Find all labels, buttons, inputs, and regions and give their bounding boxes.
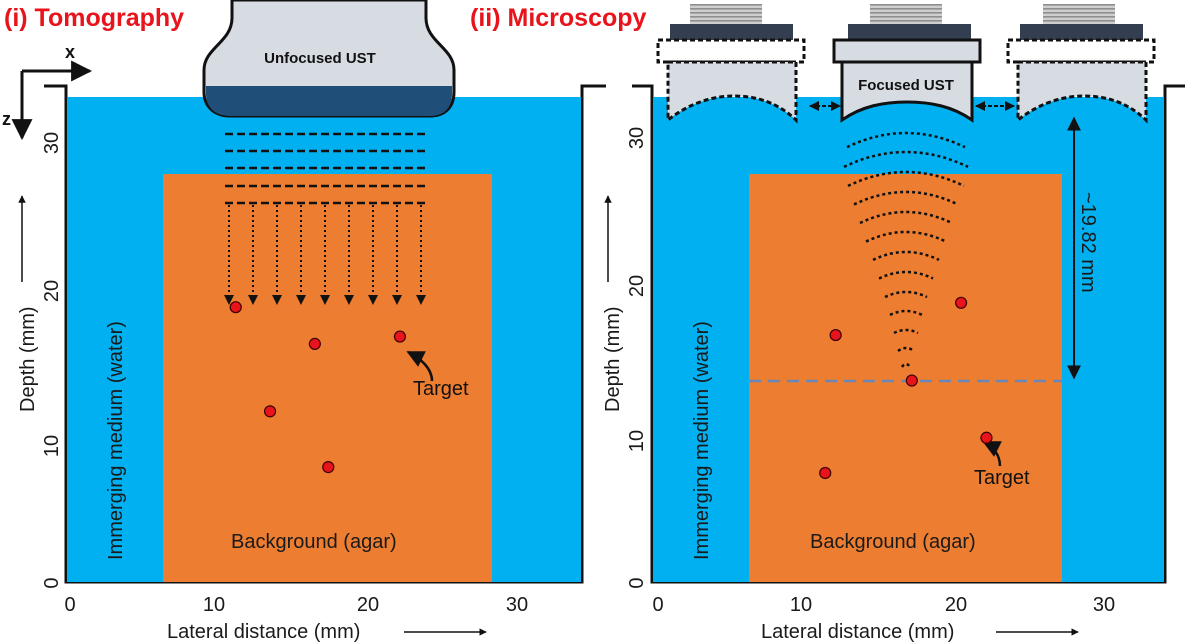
- microscopy-medium-label: Immerging medium (water): [691, 321, 713, 560]
- microscopy-y-ticks: 0 10 20 30: [626, 127, 648, 589]
- target-dot: [322, 461, 335, 474]
- tomography-x-ticks: 0 10 20 30: [64, 594, 528, 616]
- tomography-targets: [229, 301, 407, 474]
- microscopy-panel: (ii) Microscopy Focused UST: [470, 4, 1185, 643]
- wavefront-arc: [847, 170, 965, 188]
- plane-wavefronts: [225, 132, 427, 205]
- target-dot: [829, 328, 842, 342]
- tomography-panel: (i) Tomography Unfocused UST x z: [2, 0, 606, 643]
- z-axis-letter: z: [2, 109, 11, 129]
- wavefront-arc: [893, 328, 919, 335]
- wavefront-arc: [865, 230, 947, 243]
- microscopy-targets: [819, 296, 993, 480]
- wavefront-arc: [843, 150, 969, 169]
- unfocused-transducer: Unfocused UST: [202, 0, 456, 118]
- tomography-ylabel: Depth (mm): [17, 306, 39, 412]
- focal-distance-label: ~19.82 mm: [1077, 192, 1099, 293]
- x-tick-20: 20: [357, 594, 379, 616]
- microscopy-ylabel: Depth (mm): [602, 306, 624, 412]
- tomography-medium-label: Immerging medium (water): [105, 321, 127, 560]
- tomography-title: (i) Tomography: [4, 4, 184, 32]
- y-tick-0: 0: [41, 577, 63, 588]
- target-dot: [308, 337, 321, 350]
- tomography-y-ticks: 0 10 20 30: [41, 132, 63, 589]
- wavefront-arc: [859, 210, 953, 225]
- microscopy-target-label: Target: [974, 467, 1030, 489]
- focused-ust-label: Focused UST: [858, 77, 954, 94]
- target-dot: [263, 405, 277, 418]
- tomography-agar: [163, 174, 492, 582]
- y-tick-20: 20: [41, 280, 63, 302]
- y-tick-30: 30: [626, 127, 648, 149]
- unfocused-ust-label: Unfocused UST: [264, 50, 376, 67]
- y-tick-20: 20: [626, 275, 648, 297]
- x-tick-10: 10: [203, 594, 225, 616]
- tomography-background-label: Background (agar): [231, 531, 397, 553]
- transducer-ghost-right: [1006, 4, 1156, 124]
- target-dot: [393, 330, 407, 343]
- transducer-ghost-left: [656, 4, 806, 124]
- x-tick-30: 30: [506, 594, 528, 616]
- microscopy-x-ticks: 0 10 20 30: [652, 594, 1115, 616]
- y-tick-0: 0: [626, 577, 648, 588]
- microscopy-background-label: Background (agar): [810, 531, 976, 553]
- wavefront-arc: [900, 362, 912, 368]
- focused-transducer: Focused UST: [832, 4, 982, 123]
- x-tick-10: 10: [790, 594, 812, 616]
- propagation-arrows: [224, 205, 426, 305]
- target-dot: [905, 374, 918, 387]
- target-dot: [819, 466, 832, 480]
- wavefront-arc: [872, 250, 940, 262]
- x-axis-letter: x: [65, 42, 75, 62]
- tomography-xlabel: Lateral distance (mm): [167, 621, 360, 643]
- wavefront-arc: [846, 131, 966, 149]
- target-dot: [954, 296, 968, 309]
- x-tick-20: 20: [945, 594, 967, 616]
- tomography-target-label: Target: [413, 378, 469, 400]
- wavefront-arc: [889, 309, 923, 316]
- coordinate-axes: x z: [2, 42, 93, 141]
- microscopy-xlabel: Lateral distance (mm): [761, 621, 954, 643]
- x-tick-0: 0: [64, 594, 75, 616]
- microscopy-title: (ii) Microscopy: [470, 4, 647, 32]
- target-dot: [229, 301, 242, 314]
- wavefront-arc: [897, 346, 915, 353]
- y-tick-10: 10: [626, 430, 648, 452]
- target-dot: [980, 431, 993, 444]
- y-tick-30: 30: [41, 132, 63, 154]
- x-tick-0: 0: [652, 594, 663, 616]
- x-tick-30: 30: [1093, 594, 1115, 616]
- focusing-wavefronts: [843, 131, 969, 368]
- microscopy-agar: [749, 174, 1062, 582]
- y-tick-10: 10: [41, 435, 63, 457]
